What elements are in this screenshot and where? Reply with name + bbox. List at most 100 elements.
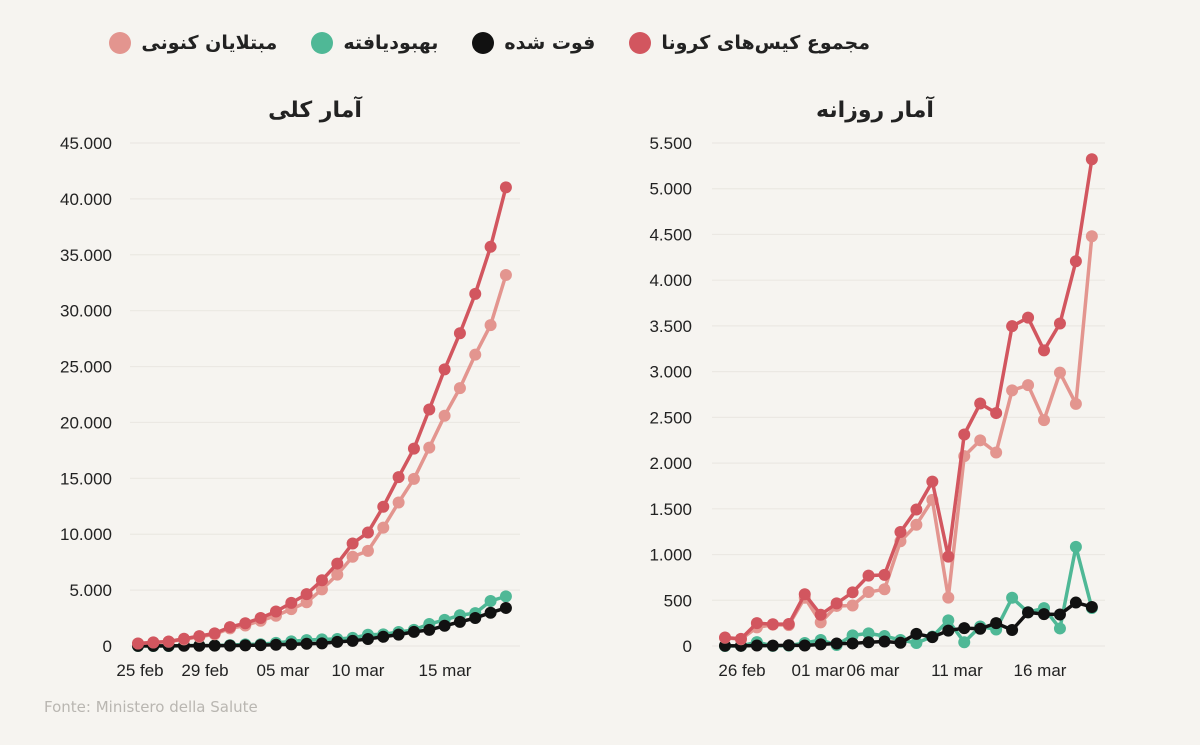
data-point xyxy=(438,363,451,376)
y-tick-label: 2.500 xyxy=(649,408,692,427)
x-tick-label: 05 mar xyxy=(257,661,310,680)
data-point xyxy=(926,475,939,488)
data-point xyxy=(300,588,313,601)
data-point xyxy=(910,636,923,649)
data-point xyxy=(208,639,221,652)
data-point xyxy=(453,382,466,395)
data-point xyxy=(315,574,328,587)
data-point xyxy=(862,569,875,582)
data-point xyxy=(147,636,160,649)
data-point xyxy=(377,500,390,513)
y-tick-label: 5.000 xyxy=(649,180,692,199)
data-point xyxy=(910,627,923,640)
data-point xyxy=(846,637,859,650)
y-tick-label: 1.000 xyxy=(649,546,692,565)
left-chart-title: آمار کلی xyxy=(268,98,362,123)
data-point xyxy=(392,471,405,484)
right-chart-title: آمار روزانه xyxy=(816,98,934,123)
data-point xyxy=(453,327,466,340)
data-point xyxy=(499,269,512,282)
legend-item-active: مبتلایان کنونی xyxy=(109,32,277,54)
y-tick-label: 10.000 xyxy=(60,525,112,544)
y-tick-label: 0 xyxy=(683,637,692,656)
data-point xyxy=(942,550,955,563)
data-point xyxy=(1022,311,1035,324)
legend-item-recovered: بهبودیافته xyxy=(311,32,438,54)
data-point xyxy=(719,631,731,644)
y-tick-label: 2.000 xyxy=(649,454,692,473)
data-point xyxy=(798,588,811,601)
data-point xyxy=(423,623,436,636)
y-tick-label: 500 xyxy=(664,591,692,610)
data-point xyxy=(782,639,795,652)
data-point xyxy=(974,434,987,447)
data-point xyxy=(469,348,482,361)
x-tick-label: 26 feb xyxy=(718,661,765,680)
legend-dot-icon xyxy=(311,32,334,54)
data-point xyxy=(239,617,252,630)
legend-item-total-cases: مجموع کیس‌های کرونا xyxy=(629,32,870,54)
series-line xyxy=(724,236,1094,641)
data-point xyxy=(1085,230,1098,243)
data-point xyxy=(750,617,763,630)
data-point xyxy=(1069,255,1082,268)
y-tick-label: 45.000 xyxy=(60,134,112,153)
data-point xyxy=(361,632,374,645)
data-point xyxy=(377,521,390,534)
data-point xyxy=(974,622,987,635)
x-tick-label: 11 mar xyxy=(931,661,983,680)
y-tick-label: 3.500 xyxy=(649,317,692,336)
data-point xyxy=(407,472,420,485)
data-point xyxy=(392,628,405,641)
data-point xyxy=(453,615,466,628)
y-tick-label: 4.500 xyxy=(649,225,692,244)
data-point xyxy=(766,618,779,631)
data-point xyxy=(193,630,206,643)
data-point xyxy=(254,639,267,652)
legend: مجموع کیس‌های کرونا فوت شده بهبودیافته م… xyxy=(90,26,870,60)
data-point xyxy=(862,586,875,599)
y-tick-label: 3.000 xyxy=(649,363,692,382)
legend-label: بهبودیافته xyxy=(343,32,439,54)
data-point xyxy=(177,632,190,645)
data-point xyxy=(894,636,907,649)
data-point xyxy=(942,624,955,637)
data-point xyxy=(990,446,1003,459)
y-tick-label: 4.000 xyxy=(649,271,692,290)
data-point xyxy=(331,635,344,648)
data-point xyxy=(1053,317,1066,330)
data-point xyxy=(1085,153,1098,166)
data-point xyxy=(910,518,923,531)
data-point xyxy=(407,625,420,638)
data-point xyxy=(798,639,811,652)
data-point xyxy=(926,631,939,644)
data-point xyxy=(1053,608,1066,621)
y-tick-label: 5.500 xyxy=(649,134,692,153)
data-point xyxy=(830,637,843,650)
legend-dot-icon xyxy=(472,32,495,54)
data-point xyxy=(910,503,923,516)
series-line xyxy=(724,545,1094,648)
data-point xyxy=(1053,366,1066,379)
data-point xyxy=(1006,623,1019,636)
data-point xyxy=(484,319,497,332)
data-point xyxy=(438,409,451,422)
series-line xyxy=(724,159,1094,641)
data-point xyxy=(331,557,344,570)
x-tick-label: 10 mar xyxy=(332,661,385,680)
data-point xyxy=(814,608,827,621)
y-tick-label: 1.500 xyxy=(649,500,692,519)
data-point xyxy=(734,632,747,645)
data-point xyxy=(878,568,891,581)
data-point xyxy=(1006,320,1019,333)
data-point xyxy=(346,550,359,563)
x-tick-label: 25 feb xyxy=(116,661,163,680)
data-point xyxy=(407,442,420,455)
x-tick-label: 29 feb xyxy=(181,661,228,680)
x-tick-label: 15 mar xyxy=(419,661,472,680)
data-point xyxy=(1022,379,1035,392)
data-point xyxy=(1038,344,1050,357)
y-tick-label: 0 xyxy=(103,637,112,656)
data-point xyxy=(878,583,891,596)
